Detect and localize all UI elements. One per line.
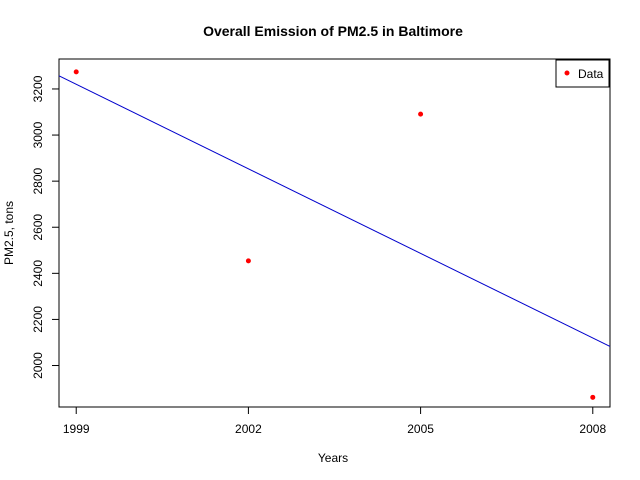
legend: Data: [555, 59, 610, 88]
y-tick-label: 2200: [31, 306, 45, 333]
y-axis-title: PM2.5, tons: [2, 201, 16, 265]
plot-frame: [58, 58, 611, 408]
x-tick-label: 2008: [579, 422, 606, 436]
data-point: [245, 258, 251, 264]
x-tick-label: 2005: [407, 422, 434, 436]
y-tick-label: 2400: [31, 260, 45, 287]
data-point: [418, 111, 424, 117]
y-tick-label: 3000: [31, 121, 45, 148]
y-axis: 2000 2200 2400 2600 2800 3000 3200: [31, 75, 59, 379]
y-tick-label: 3200: [31, 75, 45, 102]
x-tick-label: 2002: [235, 422, 262, 436]
regression-layer: [58, 75, 611, 347]
points-layer: [73, 69, 596, 400]
chart-title: Overall Emission of PM2.5 in Baltimore: [203, 23, 463, 39]
legend-label: Data: [578, 67, 604, 81]
y-tick-label: 2800: [31, 167, 45, 194]
data-point: [590, 394, 596, 400]
x-axis: 1999 2002 2005 2008: [63, 407, 606, 436]
x-axis-title: Years: [318, 451, 348, 465]
legend-marker: [564, 70, 570, 76]
data-point: [73, 69, 79, 75]
y-tick-label: 2600: [31, 214, 45, 241]
regression-line: [58, 75, 611, 347]
y-tick-label: 2000: [31, 352, 45, 379]
x-tick-label: 1999: [63, 422, 90, 436]
